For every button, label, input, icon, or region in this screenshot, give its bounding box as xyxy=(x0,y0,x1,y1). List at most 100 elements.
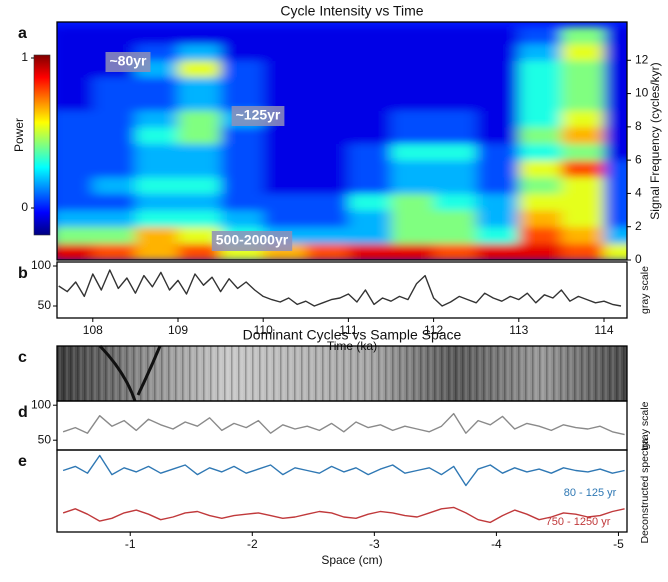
heatmap-cell xyxy=(476,76,520,95)
heatmap-cell xyxy=(390,226,435,244)
heatmap-cell xyxy=(390,60,435,78)
x-tick-label: 109 xyxy=(168,323,188,337)
plot-frame xyxy=(56,21,628,261)
heatmap-cell xyxy=(263,126,307,144)
heatmap-cell xyxy=(390,126,435,144)
panel-letter: c xyxy=(18,349,27,366)
heatmap-cell xyxy=(390,176,435,194)
heatmap-cell xyxy=(390,76,435,95)
heatmap-cell xyxy=(433,60,477,78)
panel-title: Cycle Intensity vs Time xyxy=(280,3,423,19)
heatmap-cell xyxy=(57,110,94,128)
heatmap-cell xyxy=(263,43,307,61)
heatmap-cell xyxy=(476,126,520,144)
annotation: 500-2000yr xyxy=(216,232,289,248)
heatmap-cell xyxy=(92,193,136,211)
heatmap-cell xyxy=(305,93,349,111)
series-label: 750 - 1250 yr xyxy=(546,516,611,528)
heatmap-cell xyxy=(518,226,562,244)
y-axis-label: gray scale xyxy=(639,266,651,314)
panel-title: Dominant Cycles vs Sample Space xyxy=(243,327,462,343)
heatmap-cell xyxy=(135,193,179,211)
panel-letter: b xyxy=(18,265,28,282)
heatmap-cell xyxy=(177,243,222,260)
annotation-box xyxy=(105,52,151,72)
heatmap-cell xyxy=(603,226,627,244)
heatmap-cell xyxy=(348,26,392,45)
heatmap-cell xyxy=(603,76,627,95)
heatmap-cell xyxy=(348,126,392,144)
heatmap-cell xyxy=(177,26,222,45)
heatmap-cell xyxy=(135,160,179,178)
heatmap-cell xyxy=(305,143,349,161)
heatmap-cell xyxy=(390,193,435,211)
colorbar-label: Power xyxy=(12,118,26,152)
heatmap-cell xyxy=(476,193,520,211)
heatmap-cell xyxy=(476,43,520,61)
heatmap-cell xyxy=(57,210,94,228)
heatmap-cells xyxy=(57,26,627,260)
y-axis-label: gray scale xyxy=(639,401,651,449)
heatmap-cell xyxy=(57,160,94,178)
heatmap-cell xyxy=(305,193,349,211)
x-tick-label: -5 xyxy=(613,537,624,551)
y-tick-label: 50 xyxy=(38,298,52,312)
heatmap-cell xyxy=(263,176,307,194)
y-tick-label: 10 xyxy=(635,86,649,100)
heatmap-cell xyxy=(518,76,562,95)
heatmap-cell xyxy=(561,160,605,178)
heatmap-cell xyxy=(603,60,627,78)
heatmap-cell xyxy=(57,143,94,161)
heatmap-cell xyxy=(433,226,477,244)
heatmap-cell xyxy=(305,176,349,194)
heatmap-cell xyxy=(92,126,136,144)
plot-frame xyxy=(56,261,628,319)
heatmap-cell xyxy=(390,160,435,178)
heatmap-cell xyxy=(348,210,392,228)
panel-letter: e xyxy=(18,453,27,470)
heatmap-cell xyxy=(57,193,94,211)
annotation-box xyxy=(231,106,285,126)
heatmap-cell xyxy=(433,210,477,228)
heatmap-cell xyxy=(177,76,222,95)
heatmap-cell xyxy=(92,176,136,194)
heatmap-cell xyxy=(220,60,264,78)
heatmap-cell xyxy=(603,176,627,194)
annotation: ~80yr xyxy=(110,53,148,69)
data-line xyxy=(58,269,622,307)
heatmap-cell xyxy=(433,160,477,178)
heatmap-cell xyxy=(57,176,94,194)
y-axis-label: Signal Frequency (cycles/kyr) xyxy=(648,62,662,219)
heatmap-cell xyxy=(92,110,136,128)
y-tick-label: 50 xyxy=(38,432,52,446)
heatmap-cell xyxy=(603,243,627,260)
heatmap-cell xyxy=(561,143,605,161)
heatmap-cell xyxy=(390,243,435,260)
heatmap-cell xyxy=(57,93,94,111)
panel-letter: d xyxy=(18,404,28,421)
heatmap-cell xyxy=(603,160,627,178)
heatmap-cell xyxy=(561,93,605,111)
panel-letter: a xyxy=(18,25,27,42)
heatmap-cell xyxy=(476,210,520,228)
heatmap-cell xyxy=(518,243,562,260)
heatmap-cell xyxy=(135,93,179,111)
heatmap-cell xyxy=(57,243,94,260)
heatmap-cell xyxy=(263,193,307,211)
heatmap-cell xyxy=(263,26,307,45)
heatmap-cell xyxy=(433,193,477,211)
heatmap-cell xyxy=(92,160,136,178)
heatmap-cell xyxy=(603,43,627,61)
heatmap-cell xyxy=(305,160,349,178)
heatmap-cell xyxy=(603,193,627,211)
heatmap-cell xyxy=(92,226,136,244)
heatmap-cell xyxy=(603,126,627,144)
data-line xyxy=(62,412,625,436)
heatmap-cell xyxy=(348,143,392,161)
heatmap-cell xyxy=(348,76,392,95)
heatmap-cell xyxy=(348,243,392,260)
heatmap-cell xyxy=(433,143,477,161)
heatmap-cell xyxy=(57,26,94,45)
x-axis-label: Space (cm) xyxy=(321,553,382,567)
